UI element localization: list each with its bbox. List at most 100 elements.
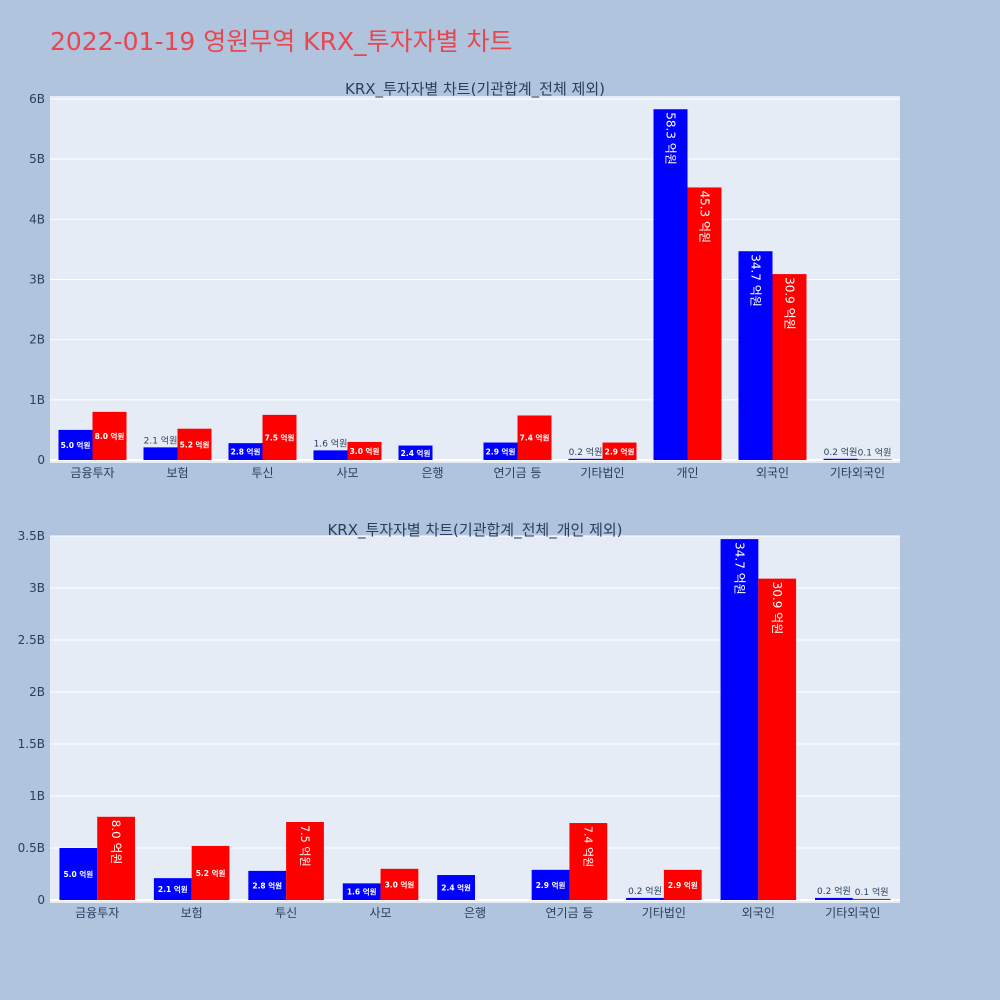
- bar: [97, 816, 135, 900]
- chart-1: 0 1B 2B 3B 4B 5B 6B KRX_투자자별 차트(기관합계_전체 제외) 금융투자…: [29, 80, 900, 480]
- data-label: 2.9 억원: [605, 446, 635, 456]
- data-label: 30.9 억원: [770, 582, 784, 635]
- data-label: 58.3 억원: [663, 112, 677, 165]
- bar: [568, 458, 603, 460]
- page-title: 2022-01-19 영원무역 KRX_투자자별 차트: [50, 27, 513, 56]
- bar: [602, 442, 637, 460]
- y-tick-label: 0.5B: [18, 841, 45, 855]
- bar: [347, 441, 382, 460]
- bar: [437, 875, 475, 900]
- data-label: 5.2 억원: [180, 439, 210, 449]
- bar: [398, 445, 433, 460]
- data-label: 2.8 억원: [231, 447, 261, 457]
- y-tick-label: 6B: [29, 92, 45, 106]
- x-tick-label: 사모: [336, 466, 358, 480]
- data-label: 0.2 억원: [628, 885, 662, 897]
- x-tick-label: 개인: [676, 466, 698, 480]
- y-tick-label: 4B: [29, 212, 45, 226]
- bar: [58, 429, 93, 460]
- bar: [758, 578, 797, 900]
- data-label: 0.2 억원: [817, 885, 851, 897]
- bar: [772, 274, 807, 460]
- y-tick-label: 2.5B: [18, 633, 45, 647]
- data-label: 34.7 억원: [732, 542, 746, 595]
- x-tick-label: 은행: [464, 905, 486, 920]
- bar: [531, 869, 570, 900]
- bar: [380, 868, 419, 900]
- chart-2: 0 0.5B 1B 1.5B 2B 2.5B 3B 3.5B KRX_투자자별 차트(기관합계_…: [18, 521, 900, 920]
- data-label: 7.4 억원: [520, 433, 550, 443]
- bar: [653, 109, 688, 461]
- data-label: 0.2 억원: [824, 446, 858, 458]
- x-tick-label: 연기금 등: [494, 466, 542, 480]
- bar: [248, 870, 287, 900]
- data-label: 0.1 억원: [855, 886, 889, 898]
- chart-title: KRX_투자자별 차트(기관합계_전체 제외): [345, 80, 605, 99]
- bar: [569, 823, 608, 900]
- x-tick-label: 기타법인: [580, 466, 624, 480]
- x-tick-label: 외국인: [756, 466, 789, 480]
- y-tick-label: 3B: [29, 581, 45, 595]
- y-tick-label: 5B: [29, 152, 45, 166]
- y-tick-label: 1.5B: [18, 737, 45, 751]
- data-label: 2.1 억원: [158, 884, 188, 894]
- x-tick-label: 은행: [421, 465, 443, 480]
- bar: [687, 187, 722, 460]
- x-tick-label: 투신: [275, 906, 297, 920]
- data-label: 2.9 억원: [668, 880, 698, 890]
- x-tick-label: 외국인: [742, 906, 775, 920]
- bar: [228, 443, 263, 460]
- bar: [823, 458, 858, 460]
- y-tick-label: 2B: [29, 685, 45, 699]
- data-label: 1.6 억원: [347, 887, 377, 897]
- data-label: 1.6 억원: [314, 437, 348, 449]
- data-label: 2.9 억원: [536, 880, 566, 890]
- data-label: 5.0 억원: [63, 869, 93, 879]
- data-label: 30.9 억원: [782, 277, 796, 330]
- y-tick-label: 3B: [29, 273, 45, 287]
- x-tick-label: 기타법인: [642, 906, 686, 920]
- data-label: 7.5 억원: [265, 432, 295, 442]
- data-label: 8.0 억원: [95, 431, 125, 441]
- bar: [342, 883, 381, 900]
- x-tick-label: 보험: [166, 466, 188, 480]
- y-tick-label: 3.5B: [18, 529, 45, 543]
- bar: [517, 415, 552, 460]
- bar: [483, 442, 518, 460]
- data-label: 0.2 억원: [569, 446, 603, 458]
- bar: [177, 428, 212, 460]
- data-label: 3.0 억원: [385, 879, 415, 889]
- bar: [313, 450, 348, 460]
- bar: [738, 251, 773, 460]
- x-tick-label: 보험: [181, 906, 203, 920]
- bar: [815, 897, 853, 900]
- data-label: 2.9 억원: [486, 446, 516, 456]
- y-tick-label: 1B: [29, 393, 45, 407]
- y-tick-label: 0: [37, 893, 45, 907]
- bar: [59, 848, 98, 900]
- bar: [720, 539, 759, 900]
- bar: [626, 897, 664, 900]
- y-tick-label: 0: [37, 453, 45, 467]
- data-label: 3.0 억원: [350, 446, 380, 456]
- data-label: 2.4 억원: [401, 448, 431, 458]
- bar: [286, 822, 324, 900]
- data-label: 2.4 억원: [441, 883, 471, 893]
- bar: [262, 414, 297, 460]
- bar: [92, 411, 127, 460]
- y-tick-label: 1B: [29, 789, 45, 803]
- data-label: 2.1 억원: [144, 434, 178, 446]
- data-label: 5.0 억원: [61, 440, 91, 450]
- x-tick-label: 사모: [370, 906, 392, 920]
- data-label: 7.4 억원: [581, 826, 594, 867]
- x-tick-label: 금융투자: [70, 466, 114, 480]
- x-tick-label: 기타외국인: [830, 466, 885, 480]
- bar: [143, 447, 178, 460]
- y-tick-label: 2B: [29, 333, 45, 347]
- bar: [857, 459, 892, 460]
- x-tick-label: 기타외국인: [825, 906, 880, 920]
- x-tick-label: 투신: [251, 466, 273, 480]
- data-label: 34.7 억원: [748, 254, 762, 307]
